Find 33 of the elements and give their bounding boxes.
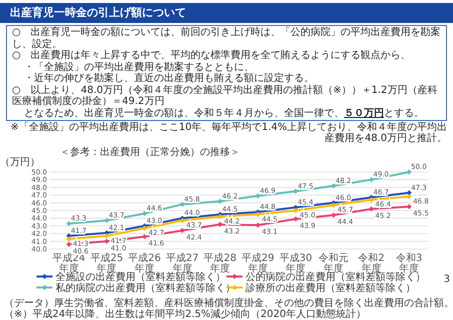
point [293,216,298,222]
text: （データ）厚生労働省、室料差額、産科医療補償制度掛金、その他の費目を除く出産費用の合計額。 [4,297,453,309]
point [255,193,260,198]
point [104,233,110,239]
text: （※）平成24年以降、出生数は年間平均2.5%減少傾向（2020年人口動態統計） [4,308,366,320]
point [406,169,412,175]
point [180,218,185,224]
text: ○ 出産育児一時金の額については、前回の引き上げ時は、「公的病院」の平均出産費用を勘案し、設定。 [12,27,441,50]
point [104,218,110,224]
legend-label: 診療所の出産費用（室料差額等除く） [246,282,416,294]
point [66,242,72,247]
text: となるため、出産育児一時金の額は、令和５年４月から、全国一律で、５０万円とする。 [23,108,425,119]
point [406,194,412,200]
point [293,208,298,214]
point [368,177,374,182]
point [406,204,412,210]
text: ・近年の伸びを勘案し、直近の出産費用も賄える額に設定する。 [23,73,315,84]
text: ※「全施設」の平均出産費用は、ここ10年、毎年平均で1.4%上昇しており、令和４年度の平均出産費用を48.0万円と推計。 [9,121,448,144]
point [142,226,148,231]
text: ・「全施設」の平均出産費用を勘案するとともに、 [23,62,255,72]
point [66,236,72,242]
point [368,206,374,212]
text: 3 [444,274,450,285]
chart-subtitle: ＜参考：出産費用（正常分娩）の推移＞ [60,146,240,158]
point [218,198,223,204]
point [180,228,185,234]
chart-title: 出産育児一時金の引上げ額について [0,3,453,23]
y-axis-title: （万円） [0,157,40,168]
point [180,202,185,207]
x-tick-label: 平成28年度 [204,252,236,274]
text: ○ 出産費用は年々上昇する中で、平均的な標準費用を全て賄えるようにする観点から、 [12,50,412,62]
text: ○ 以上より、48.0万円（令和４年度の全施設平均出産費用の推計額（※））＋1.2万円（産科医療補償制度の掛金）＝49.2万円 [12,84,438,108]
point [368,197,374,202]
